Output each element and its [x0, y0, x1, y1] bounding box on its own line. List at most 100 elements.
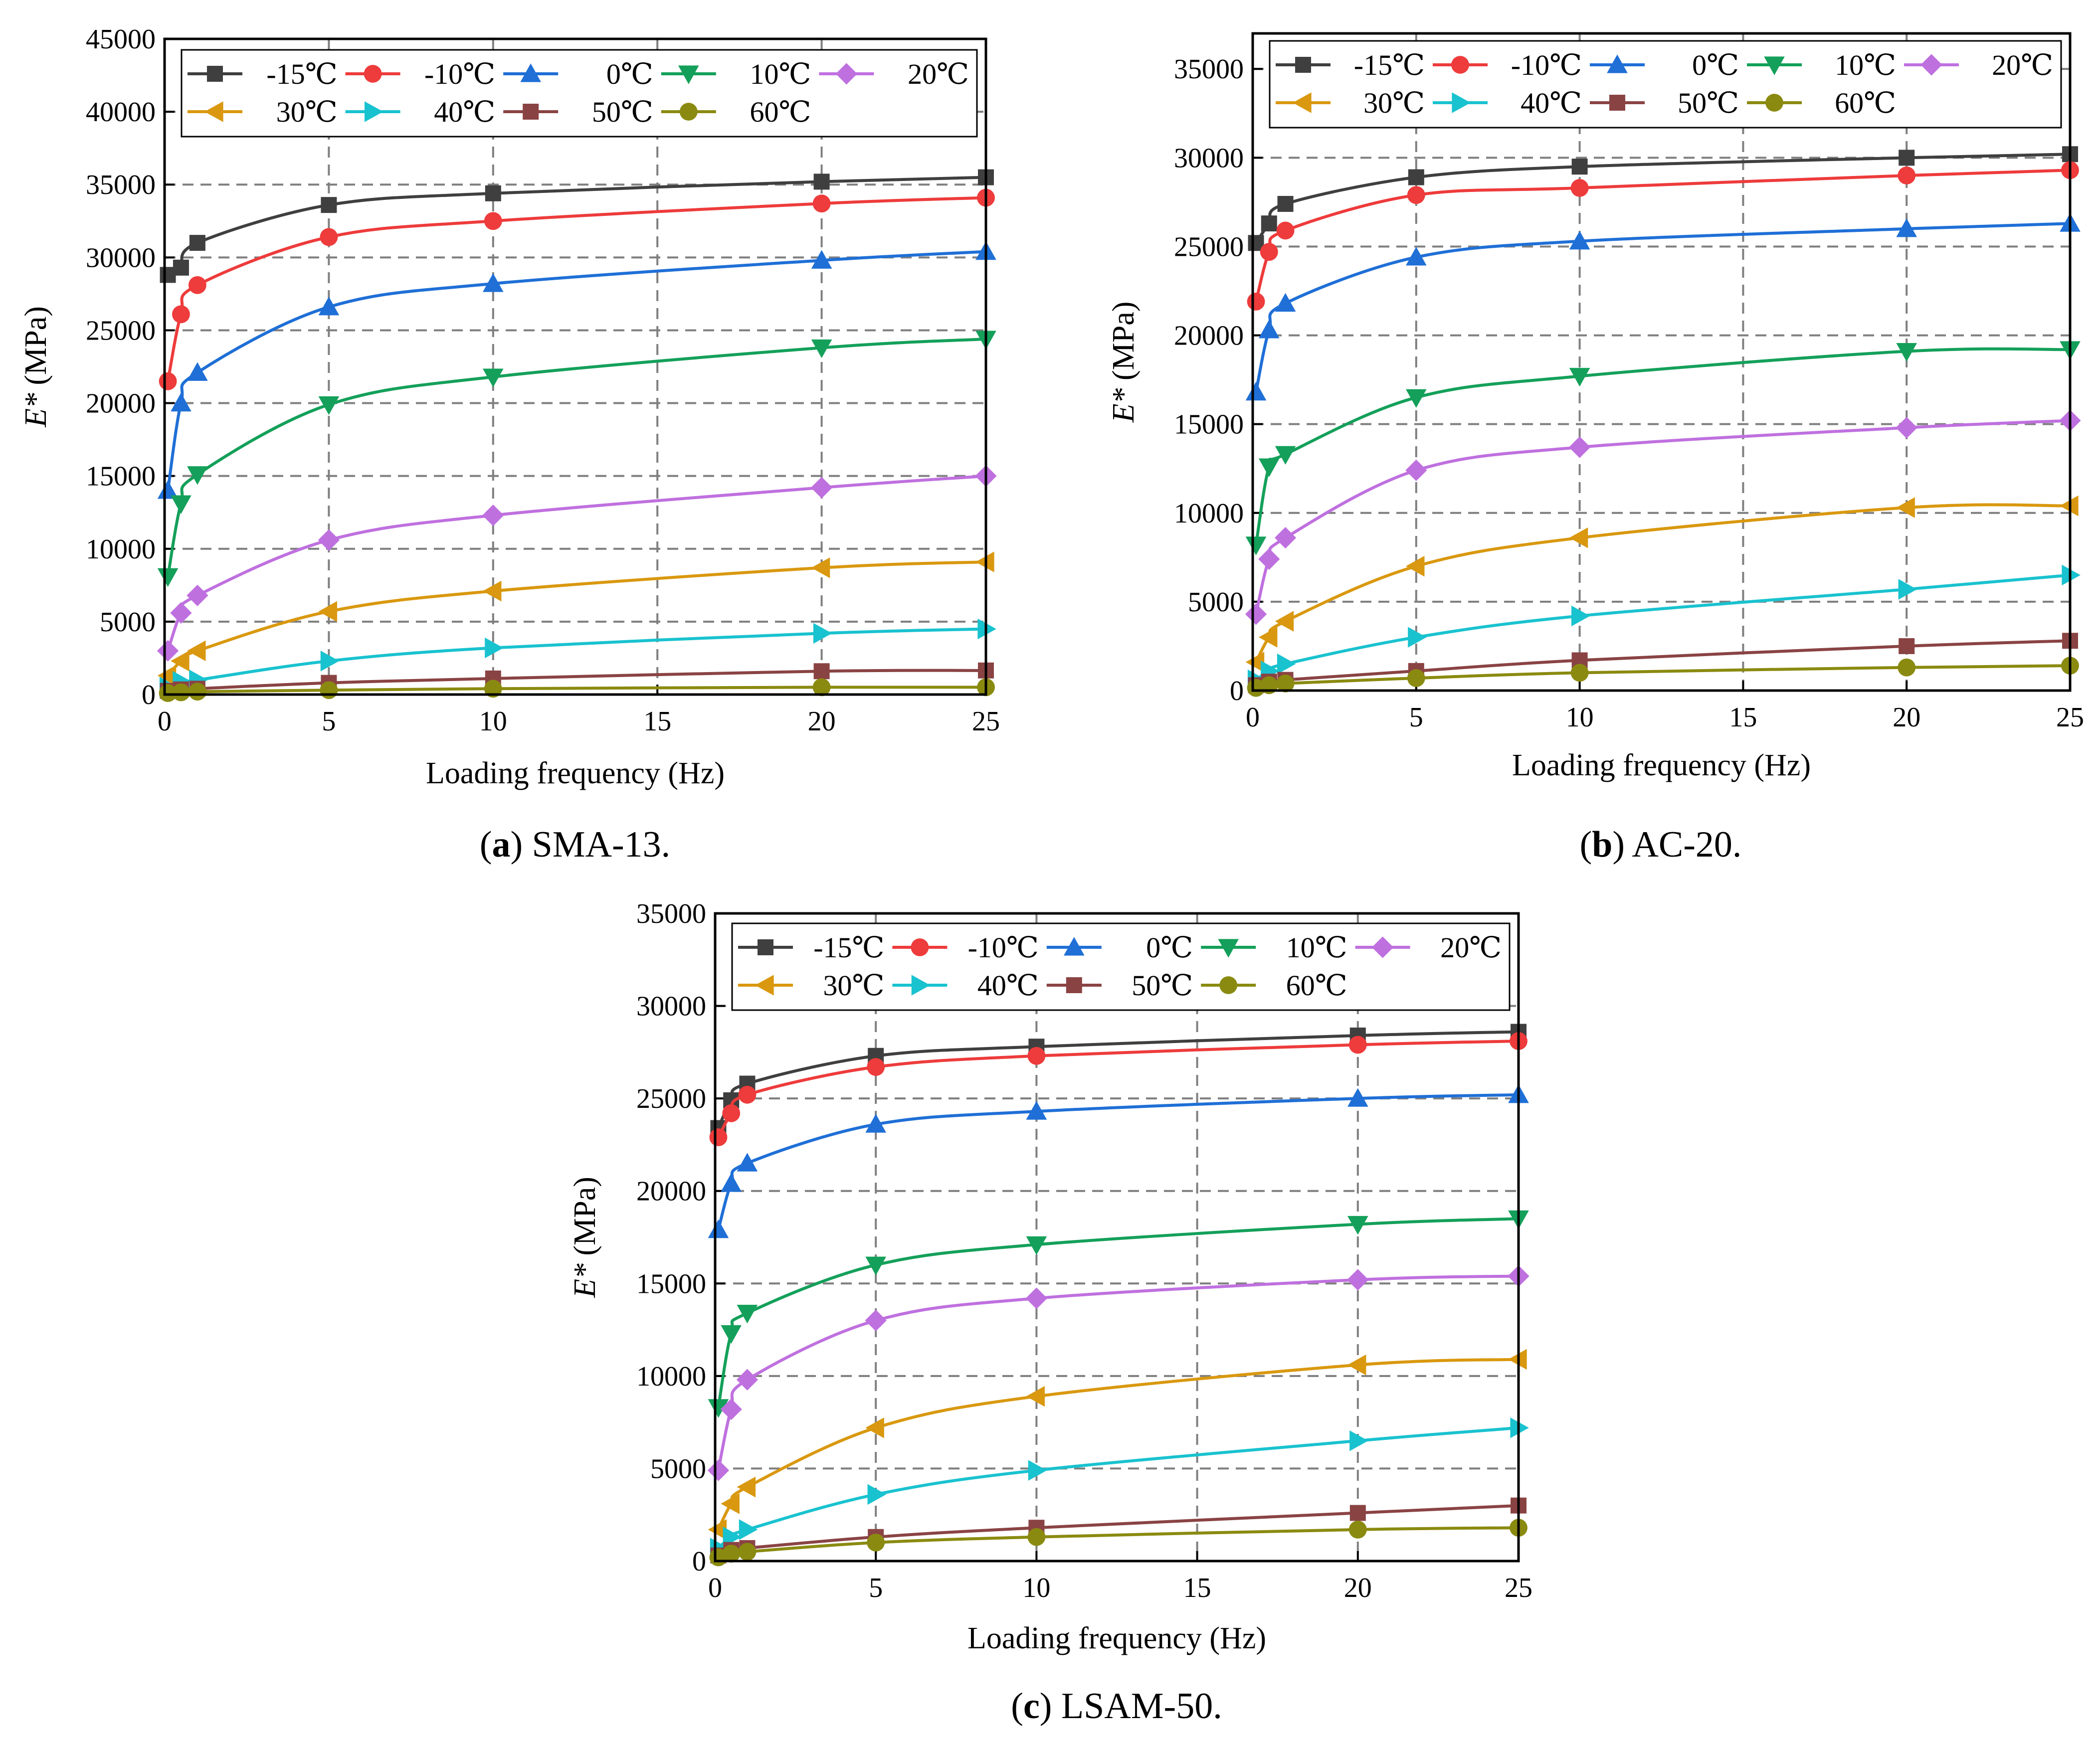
data-point-0c: [483, 273, 504, 292]
series-minus-15c: [1248, 146, 2078, 251]
y-tick-label: 15000: [1174, 409, 1244, 440]
series-50c: [1248, 633, 2078, 694]
data-point-10c: [157, 568, 179, 587]
legend-marker-60c: [679, 103, 698, 121]
series-minus-10c: [1247, 161, 2079, 311]
y-axis-label-symbol: E*: [1107, 388, 1141, 423]
data-point-40c: [739, 1519, 758, 1540]
x-axis-label: Loading frequency (Hz): [1512, 748, 1811, 782]
series-line-30c: [717, 1358, 1519, 1531]
data-point-10c: [1245, 536, 1267, 555]
legend-label-10c: 10℃: [1835, 49, 1896, 81]
data-point-30c: [1026, 1386, 1045, 1407]
data-point-minus-10c: [1276, 221, 1295, 240]
caption-close: ): [510, 824, 523, 865]
series-line-minus-10c: [1254, 169, 2071, 302]
legend-marker-minus-15c: [1295, 57, 1311, 73]
data-point-10c: [708, 1399, 729, 1418]
data-point-minus-15c: [321, 197, 337, 213]
y-tick-label: 20000: [86, 388, 156, 419]
legend-marker-30c: [755, 975, 774, 996]
y-tick-label: 0: [1230, 676, 1244, 706]
data-point-40c: [1898, 579, 1917, 600]
legend-marker-minus-15c: [207, 66, 223, 82]
data-point-0c: [1569, 230, 1590, 250]
y-tick-label: 5000: [100, 607, 156, 638]
x-tick-label: 15: [643, 706, 671, 737]
x-tick-label: 0: [158, 706, 172, 737]
data-point-30c: [811, 557, 830, 578]
data-point-60c: [484, 680, 502, 698]
data-point-minus-15c: [1571, 159, 1588, 175]
data-point-60c: [172, 683, 190, 701]
legend-label-10c: 10℃: [750, 58, 811, 90]
caption-close: ): [1612, 824, 1625, 865]
data-point-60c: [1407, 669, 1425, 687]
data-point-minus-10c: [867, 1058, 885, 1076]
series-line-10c: [166, 338, 986, 577]
legend-marker-40c: [911, 975, 931, 996]
legend-label-20c: 20℃: [1440, 931, 1502, 964]
data-point-40c: [320, 650, 340, 672]
legend-marker-40c: [1452, 92, 1471, 113]
caption-close: ): [1040, 1686, 1052, 1727]
data-point-30c: [1245, 652, 1265, 673]
legend-label-30c: 30℃: [823, 969, 885, 1002]
data-point-30c: [865, 1417, 884, 1438]
legend-label-50c: 50℃: [1678, 87, 1739, 119]
series-line-60c: [718, 1526, 1519, 1559]
data-point-minus-10c: [1348, 1036, 1367, 1054]
data-point-30c: [1896, 497, 1915, 518]
data-point-minus-10c: [709, 1128, 728, 1147]
series-0c: [708, 1084, 1529, 1238]
x-tick-label: 0: [708, 1573, 722, 1603]
data-point-40c: [813, 623, 832, 644]
data-point-minus-15c: [189, 235, 205, 251]
legend-marker-40c: [364, 101, 383, 122]
data-point-10c: [737, 1305, 758, 1324]
data-point-minus-10c: [1898, 167, 1916, 184]
plot-frame: [714, 912, 1520, 1563]
data-point-20c: [187, 584, 208, 606]
data-point-60c: [738, 1543, 757, 1561]
plot-frame: [163, 37, 987, 696]
legend-marker-60c: [1765, 94, 1783, 112]
data-point-30c: [721, 1493, 740, 1514]
legend-marker-minus-10c: [1451, 56, 1469, 74]
x-tick-label: 0: [1246, 702, 1260, 733]
legend-label-30c: 30℃: [1363, 87, 1425, 119]
data-point-10c: [865, 1256, 886, 1275]
legend-label-40c: 40℃: [1521, 87, 1582, 119]
data-point-30c: [708, 1519, 727, 1540]
data-point-minus-10c: [738, 1085, 757, 1104]
data-point-50c: [1899, 638, 1915, 654]
legend-label-20c: 20℃: [1992, 49, 2053, 81]
series-40c: [710, 1417, 1529, 1559]
series-30c: [708, 1349, 1527, 1540]
data-point-10c: [1026, 1236, 1047, 1255]
y-axis-label-unit: (MPa): [1107, 302, 1141, 388]
series-30c: [1245, 495, 2079, 673]
data-point-10c: [483, 368, 504, 387]
legend-marker-20c: [1372, 936, 1394, 958]
data-point-60c: [1348, 1520, 1367, 1539]
legend-box: [1269, 40, 2062, 129]
caption-letter: c: [1023, 1686, 1040, 1727]
data-point-10c: [187, 466, 208, 485]
x-axis-label: Loading frequency (Hz): [967, 1621, 1266, 1655]
y-axis-label-symbol: E*: [19, 393, 53, 428]
y-tick-label: 15000: [86, 461, 156, 492]
legend-marker-50c: [1066, 977, 1082, 993]
y-tick-label: 0: [692, 1546, 706, 1577]
y-tick-label: 5000: [1188, 587, 1244, 618]
series-60c: [709, 1519, 1527, 1567]
data-point-minus-10c: [172, 305, 190, 324]
y-tick-label: 0: [142, 680, 156, 710]
y-tick-label: 25000: [86, 315, 156, 346]
data-point-20c: [720, 1399, 742, 1420]
data-point-0c: [1896, 218, 1917, 237]
series-line-minus-10c: [166, 196, 986, 382]
series-line-0c: [1254, 222, 2071, 393]
data-point-40c: [1571, 605, 1590, 627]
series-line-10c: [717, 1217, 1519, 1408]
